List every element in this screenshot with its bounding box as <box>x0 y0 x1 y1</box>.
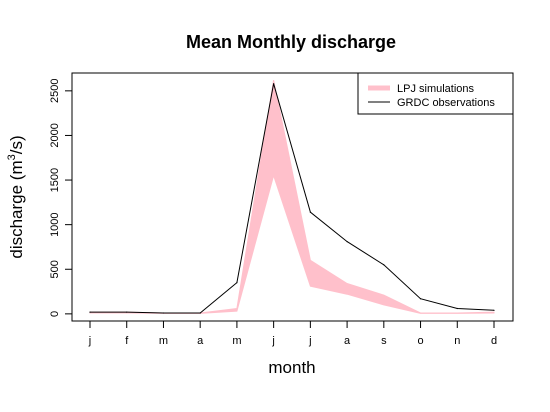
y-axis-label-main: discharge (m <box>7 160 26 258</box>
plot-frame <box>71 72 514 322</box>
data-point-10 <box>456 307 458 310</box>
y-tick-label: 1000 <box>49 212 61 236</box>
y-axis-label-superscript: 3 <box>6 154 18 160</box>
y-tick-label: 1500 <box>49 168 61 192</box>
data-point-2 <box>162 312 165 314</box>
data-point-8 <box>383 264 385 266</box>
x-tick-label: a <box>344 335 351 347</box>
data-point-7 <box>346 241 348 243</box>
x-tick-label: n <box>454 335 460 347</box>
x-tick-label: j <box>271 335 274 347</box>
y-tick-label: 2000 <box>49 123 61 147</box>
x-tick-label: f <box>125 335 129 347</box>
legend-label-lpj: LPJ simulations <box>397 83 475 95</box>
axes: j f m a m j j a s o n d 0 500 1000 1500 2000 2500 <box>49 79 497 347</box>
plot-area <box>89 79 495 314</box>
x-tick-label: o <box>417 335 423 347</box>
x-axis-label: month <box>268 358 315 377</box>
data-point-4 <box>236 282 238 284</box>
data-point-9 <box>419 298 422 300</box>
data-point-3 <box>199 312 201 314</box>
x-tick-label: m <box>159 335 168 347</box>
data-point-6 <box>309 211 311 213</box>
x-tick-label: m <box>232 335 241 347</box>
x-tick-label: d <box>491 335 497 347</box>
x-tick-label: j <box>308 335 311 347</box>
data-point-5 <box>273 83 275 85</box>
x-tick-label: a <box>197 335 204 347</box>
legend-box <box>357 72 514 115</box>
y-axis-label: discharge (m3/s) <box>6 135 26 258</box>
y-axis-label-tail: /s) <box>7 135 26 154</box>
chart-title: Mean Monthly discharge <box>186 32 396 52</box>
data-point-1 <box>126 311 128 313</box>
data-point-0 <box>89 311 91 313</box>
y-tick-label: 2500 <box>49 79 61 103</box>
x-tick-label: s <box>381 335 387 347</box>
data-point-11 <box>493 309 495 311</box>
series-line-grdc-observations <box>90 83 495 314</box>
legend-label-grdc: GRDC observations <box>397 97 495 109</box>
y-tick-label: 0 <box>49 311 61 317</box>
y-tick-label: 500 <box>49 260 61 278</box>
legend: LPJ simulations GRDC observations <box>357 72 514 115</box>
x-tick-label: j <box>88 335 91 347</box>
